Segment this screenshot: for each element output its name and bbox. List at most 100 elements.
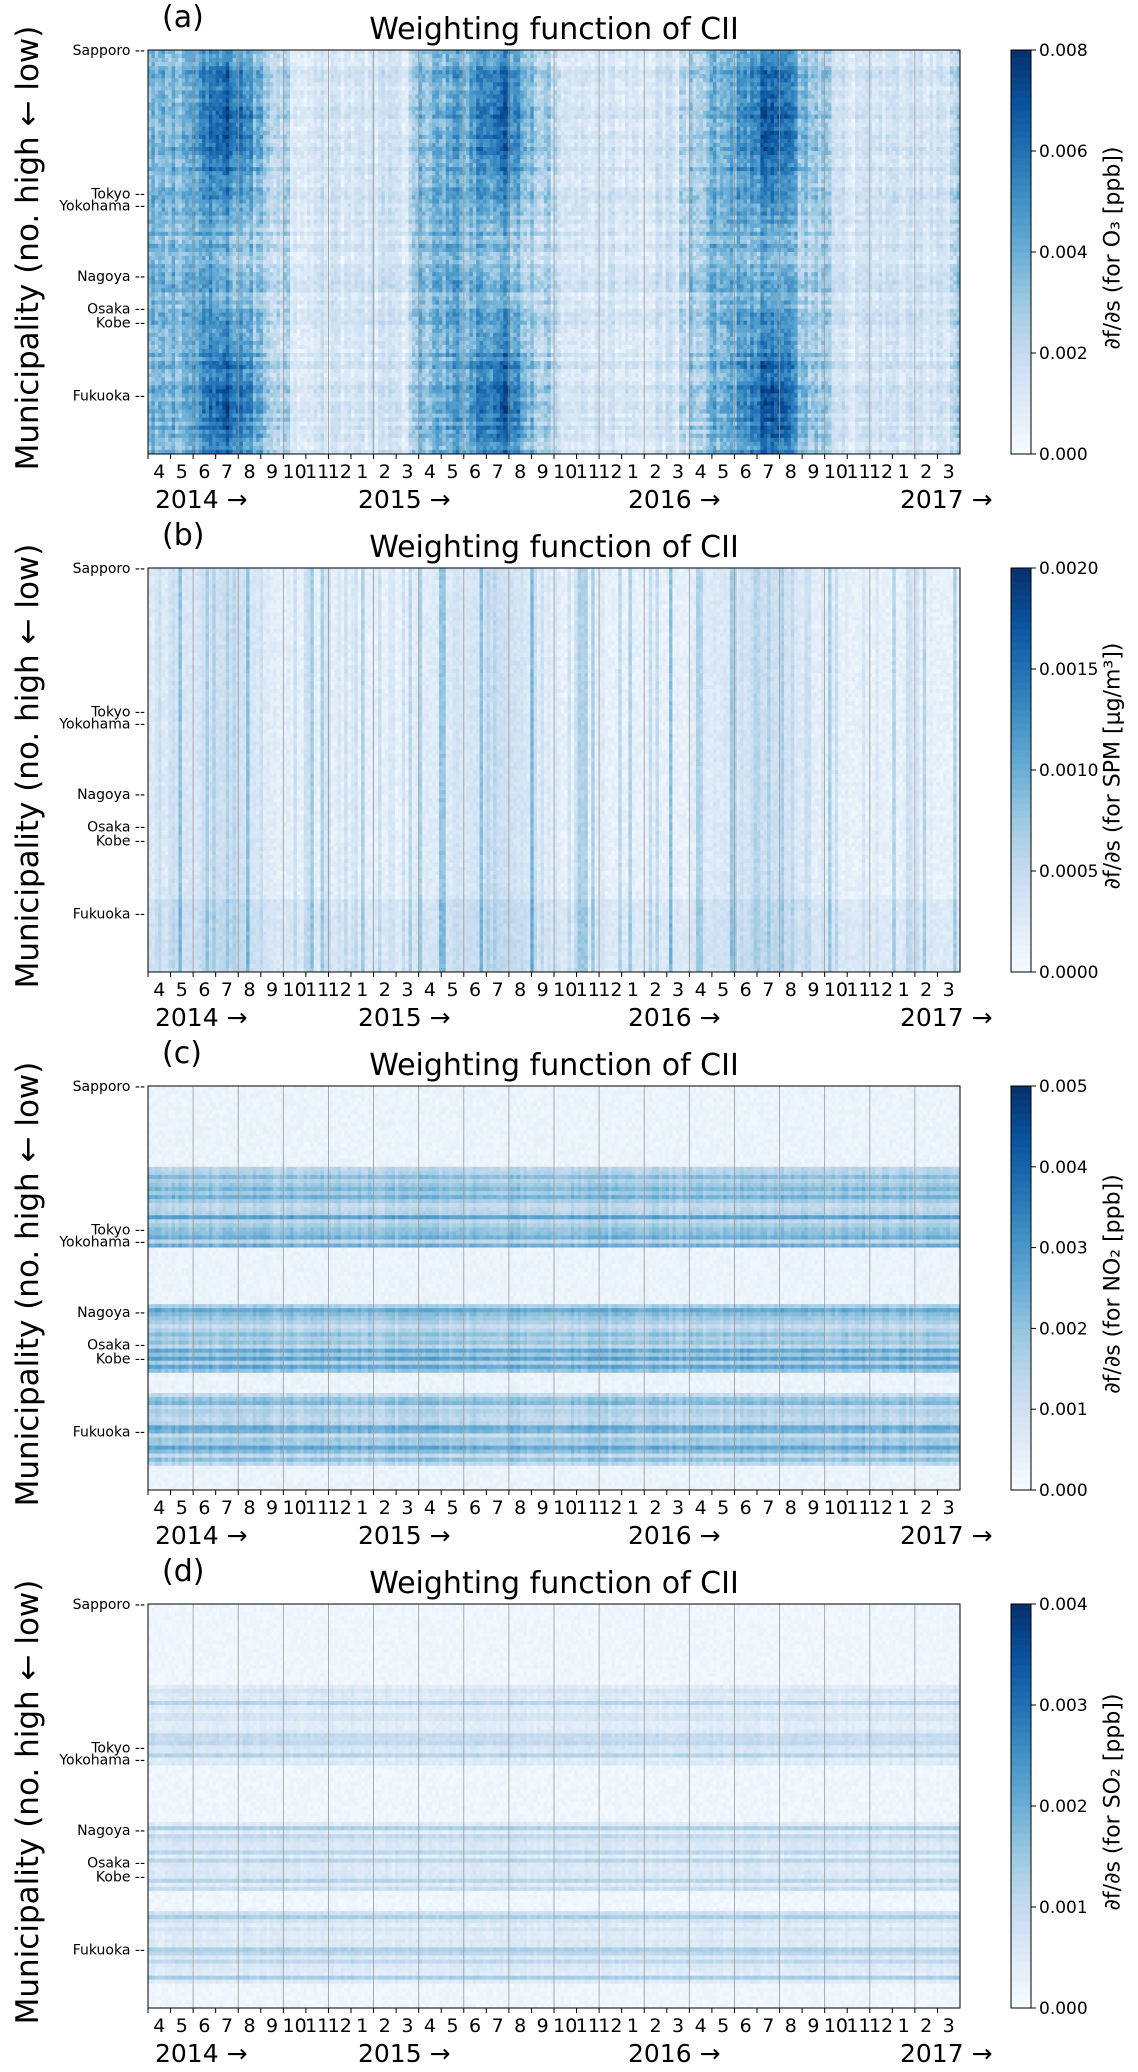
heatmap-cell xyxy=(760,86,764,90)
heatmap-cell xyxy=(618,94,622,98)
heatmap-cell xyxy=(943,103,947,107)
heatmap-cell xyxy=(737,62,741,66)
heatmap-cell xyxy=(740,62,744,66)
heatmap-cell xyxy=(659,54,663,58)
heatmap-cell xyxy=(652,127,656,131)
heatmap-cell xyxy=(852,98,856,102)
heatmap-cell xyxy=(716,54,720,58)
heatmap-cell xyxy=(689,66,693,70)
heatmap-cell xyxy=(699,119,703,123)
heatmap-cell xyxy=(243,119,247,123)
heatmap-cell xyxy=(253,115,257,119)
heatmap-cell xyxy=(588,82,592,86)
heatmap-cell xyxy=(219,127,223,131)
heatmap-cell xyxy=(605,70,609,74)
heatmap-cell xyxy=(899,103,903,107)
heatmap-cell xyxy=(601,131,605,135)
heatmap-cell xyxy=(476,74,480,78)
heatmap-cell xyxy=(486,86,490,90)
heatmap-cell xyxy=(767,58,771,62)
heatmap-cell xyxy=(348,107,352,111)
heatmap-cell xyxy=(530,131,534,135)
heatmap-cell xyxy=(348,131,352,135)
heatmap-cell xyxy=(787,131,791,135)
heatmap-cell xyxy=(209,74,213,78)
heatmap-cell xyxy=(219,54,223,58)
heatmap-cell xyxy=(612,74,616,78)
heatmap-cell xyxy=(165,82,169,86)
heatmap-cell xyxy=(158,50,162,54)
heatmap-cell xyxy=(950,78,954,82)
heatmap-cell xyxy=(469,111,473,115)
heatmap-cell xyxy=(771,54,775,58)
heatmap-cell xyxy=(439,131,443,135)
heatmap-cell xyxy=(804,115,808,119)
heatmap-cell xyxy=(432,50,436,54)
heatmap-cell xyxy=(439,82,443,86)
heatmap-cell xyxy=(946,103,950,107)
heatmap-cell xyxy=(554,86,558,90)
heatmap-cell xyxy=(727,62,731,66)
heatmap-cell xyxy=(831,66,835,70)
heatmap-cell xyxy=(906,90,910,94)
heatmap-cell xyxy=(669,58,673,62)
heatmap-cell xyxy=(615,115,619,119)
heatmap-cell xyxy=(324,66,328,70)
heatmap-cell xyxy=(317,78,321,82)
heatmap-cell xyxy=(656,58,660,62)
heatmap-cell xyxy=(162,115,166,119)
heatmap-cell xyxy=(293,58,297,62)
heatmap-cell xyxy=(341,78,345,82)
heatmap-cell xyxy=(476,58,480,62)
heatmap-cell xyxy=(727,127,731,131)
heatmap-cell xyxy=(297,90,301,94)
heatmap-cell xyxy=(530,119,534,123)
heatmap-cell xyxy=(321,82,325,86)
heatmap-cell xyxy=(293,115,297,119)
heatmap-cell xyxy=(564,90,568,94)
heatmap-cell xyxy=(233,62,237,66)
heatmap-cell xyxy=(216,78,220,82)
heatmap-cell xyxy=(936,66,940,70)
heatmap-cell xyxy=(760,127,764,131)
heatmap-cell xyxy=(713,74,717,78)
heatmap-cell xyxy=(902,94,906,98)
heatmap-cell xyxy=(923,90,927,94)
heatmap-cell xyxy=(256,78,260,82)
heatmap-cell xyxy=(595,58,599,62)
heatmap-cell xyxy=(710,58,714,62)
heatmap-cell xyxy=(337,62,341,66)
heatmap-cell xyxy=(175,66,179,70)
heatmap-cell xyxy=(781,107,785,111)
heatmap-cell xyxy=(838,123,842,127)
heatmap-cell xyxy=(787,66,791,70)
heatmap-cell xyxy=(517,66,521,70)
heatmap-cell xyxy=(953,58,957,62)
heatmap-cell xyxy=(852,58,856,62)
heatmap-cell xyxy=(486,82,490,86)
heatmap-cell xyxy=(246,82,250,86)
heatmap-cell xyxy=(168,90,172,94)
heatmap-cell xyxy=(733,86,737,90)
heatmap-cell xyxy=(534,50,538,54)
heatmap-cell xyxy=(828,86,832,90)
heatmap-cell xyxy=(490,90,494,94)
heatmap-cell xyxy=(902,111,906,115)
heatmap-cell xyxy=(182,90,186,94)
heatmap-cell xyxy=(679,131,683,135)
heatmap-cell xyxy=(344,50,348,54)
heatmap-cell xyxy=(534,86,538,90)
heatmap-cell xyxy=(517,50,521,54)
heatmap-cell xyxy=(828,94,832,98)
heatmap-cell xyxy=(527,82,531,86)
heatmap-cell xyxy=(307,94,311,98)
heatmap-cell xyxy=(679,94,683,98)
heatmap-cell xyxy=(713,98,717,102)
heatmap-cell xyxy=(750,82,754,86)
heatmap-cell xyxy=(865,115,869,119)
heatmap-cell xyxy=(581,127,585,131)
heatmap-cell xyxy=(574,50,578,54)
heatmap-cell xyxy=(270,78,274,82)
heatmap-cell xyxy=(527,50,531,54)
heatmap-cell xyxy=(165,131,169,135)
